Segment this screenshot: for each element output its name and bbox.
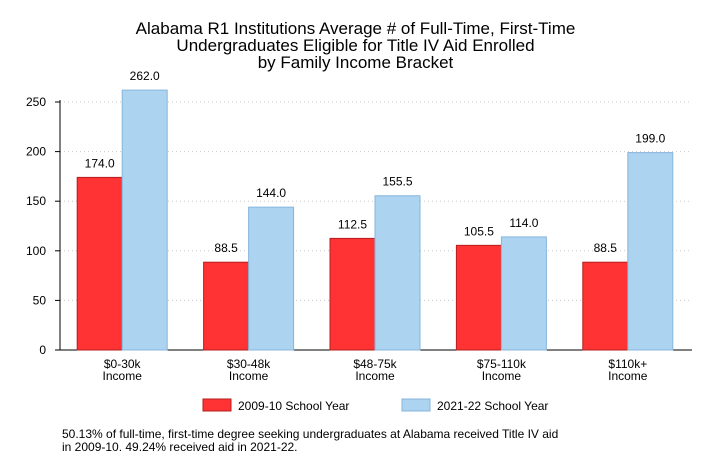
x-tick-label: $30-48k	[227, 357, 271, 371]
bar	[76, 176, 123, 351]
data-label: 199.0	[635, 132, 665, 146]
data-label: 88.5	[594, 241, 618, 255]
y-tick-label: 200	[26, 145, 46, 159]
title-line: Alabama R1 Institutions Average # of Ful…	[135, 19, 576, 38]
data-label: 114.0	[509, 216, 538, 230]
x-tick-label: $110k+	[608, 357, 647, 371]
bar	[329, 237, 376, 351]
x-tick-label: $75-110k	[477, 357, 527, 371]
x-tick-label: Income	[229, 369, 269, 383]
y-tick-label: 250	[26, 95, 46, 109]
legend-label: 2021-22 School Year	[437, 399, 548, 413]
bar	[374, 195, 421, 351]
x-tick-label: $0-30k	[104, 357, 142, 371]
data-label: 88.5	[214, 241, 238, 255]
y-tick-label: 0	[39, 343, 46, 357]
title-line: by Family Income Bracket	[257, 53, 454, 72]
x-tick-label: Income	[103, 369, 143, 383]
data-label: 174.0	[85, 156, 115, 170]
footnote-line: 50.13% of full-time, first-time degree s…	[62, 427, 559, 441]
legend-label: 2009-10 School Year	[238, 399, 349, 413]
bar	[582, 261, 629, 351]
x-tick-label: Income	[482, 369, 522, 383]
footnote: 50.13% of full-time, first-time degree s…	[62, 428, 558, 454]
data-label: 262.0	[130, 69, 160, 83]
bar	[248, 206, 295, 351]
bar	[627, 152, 674, 351]
bar	[455, 244, 502, 351]
chart-title: Alabama R1 Institutions Average # of Ful…	[0, 20, 711, 71]
data-label: 144.0	[256, 186, 286, 200]
x-tick-label: Income	[355, 369, 395, 383]
legend-swatch	[202, 398, 232, 412]
bar	[121, 89, 168, 351]
bar	[500, 236, 547, 351]
y-tick-label: 150	[26, 194, 46, 208]
footnote-line: in 2009-10. 49.24% received aid in 2021-…	[62, 440, 298, 454]
bar	[203, 261, 250, 351]
x-tick-label: Income	[608, 369, 648, 383]
data-label: 112.5	[338, 217, 367, 231]
y-tick-label: 50	[33, 293, 47, 307]
data-label: 105.5	[464, 224, 494, 238]
data-label: 155.5	[382, 175, 412, 189]
x-tick-label: $48-75k	[353, 357, 397, 371]
legend-swatch	[401, 398, 431, 412]
title-line: Undergraduates Eligible for Title IV Aid…	[176, 36, 535, 55]
y-tick-label: 100	[26, 244, 46, 258]
